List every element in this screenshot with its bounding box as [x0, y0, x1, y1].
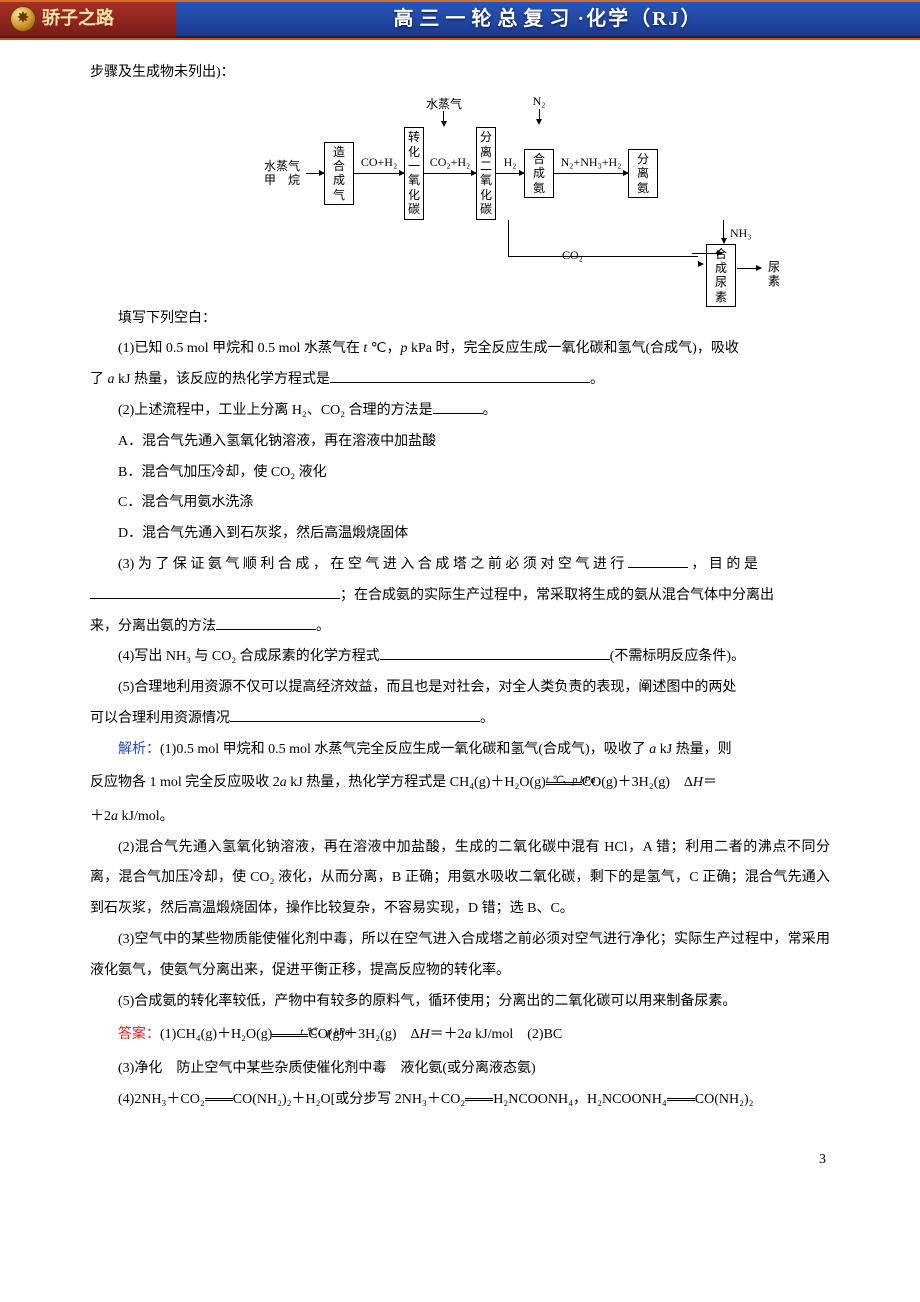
eq-sign-3	[667, 1098, 695, 1101]
blank-q3-1	[628, 554, 688, 568]
eq-sign-1	[205, 1098, 233, 1101]
blank-q4	[380, 646, 610, 660]
flow-top-input: 水蒸气	[426, 97, 462, 111]
option-b: B．混合气加压冷却，使 CO₂ 液化	[90, 458, 830, 489]
title-block: 高三一轮总复习 · 化学（RJ）	[176, 0, 920, 38]
title-right: 化学（RJ）	[586, 0, 702, 41]
fill-prompt: 填写下列空白：	[90, 304, 830, 335]
eq-sign-2	[465, 1098, 493, 1101]
title-separator-icon: ·	[575, 0, 586, 41]
solution-1: 解析：(1)0.5 mol 甲烷和 0.5 mol 水蒸气完全反应生成一氧化碳和…	[90, 735, 830, 766]
flow-box-6: 合成尿素	[706, 244, 736, 308]
blank-q5	[230, 708, 480, 722]
page-header: ✸ 骄子之路 高三一轮总复习 · 化学（RJ）	[0, 0, 920, 40]
flow-nh3-label: NH₃	[730, 226, 752, 240]
question-2: (2)上述流程中，工业上分离 H₂、CO₂ 合理的方法是。	[90, 396, 830, 427]
flow-box-5: 分离氨	[628, 149, 658, 198]
flow-arrow-2-label: CO₂+H₂	[424, 155, 476, 169]
question-5-line2: 可以合理利用资源情况。	[90, 704, 830, 735]
answer-label: 答案：	[118, 1027, 160, 1042]
flow-box-2: 转化一氧化碳	[404, 127, 424, 219]
blank-q2	[433, 400, 483, 414]
solution-3: (3)空气中的某些物质能使催化剂中毒，所以在空气进入合成塔之前必须对空气进行净化…	[90, 925, 830, 987]
answer-1: 答案：(1)CH₄(g)＋H₂O(g)t ℃、p kPaCO(g)＋3H₂(g)…	[90, 1017, 830, 1053]
flow-left-input-2: 甲 烷	[264, 173, 300, 187]
question-3: (3) 为 了 保 证 氨 气 顺 利 合 成 ， 在 空 气 进 入 合 成 …	[90, 550, 830, 581]
question-4: (4)写出 NH₃ 与 CO₂ 合成尿素的化学方程式(不需标明反应条件)。	[90, 642, 830, 673]
question-3-line3: 来，分离出氨的方法。	[90, 612, 830, 643]
solution-label: 解析：	[118, 742, 160, 757]
option-a: A．混合气先通入氢氧化钠溶液，再在溶液中加盐酸	[90, 427, 830, 458]
option-d: D．混合气先通入到石灰浆，然后高温煅烧固体	[90, 519, 830, 550]
question-1: (1)已知 0.5 mol 甲烷和 0.5 mol 水蒸气在 t ℃，p kPa…	[90, 334, 830, 365]
reaction-arrow-1: t ℃、p kPa	[546, 782, 582, 785]
brand-block: ✸ 骄子之路	[0, 0, 176, 38]
blank-q1	[330, 369, 590, 383]
question-5: (5)合理地利用资源不仅可以提高经济效益，而且也是对社会，对全人类负责的表现，阐…	[90, 673, 830, 704]
solution-1-line2: 反应物各 1 mol 完全反应吸收 2a kJ 热量，热化学方程式是 CH₄(g…	[90, 765, 830, 801]
blank-q3-2	[90, 585, 340, 599]
flow-box-4: 合成氨	[524, 149, 554, 198]
question-1-line2: 了 a kJ 热量，该反应的热化学方程式是。	[90, 365, 830, 396]
answer-4: (4)2NH₃＋CO₂CO(NH₂)₂＋H₂O[或分步写 2NH₃＋CO₂H₂N…	[90, 1085, 830, 1116]
blank-q3-3	[216, 616, 316, 630]
flow-box-3: 分离二氧化碳	[476, 127, 496, 219]
flow-output: 尿素	[768, 260, 780, 289]
flow-left-input-1: 水蒸气	[264, 159, 300, 173]
process-flowchart: 水蒸气 水蒸气 甲 烷 造合成气 CO+H₂ 转化一氧化碳 CO₂+H₂	[90, 97, 830, 290]
answer-3: (3)净化 防止空气中某些杂质使催化剂中毒 液化氨(或分离液态氨)	[90, 1054, 830, 1085]
intro-tail: 步骤及生成物未列出)：	[90, 58, 830, 89]
brand-text: 骄子之路	[42, 0, 114, 39]
solution-2: (2)混合气先通入氢氧化钠溶液，再在溶液中加盐酸，生成的二氧化碳中混有 HCl，…	[90, 833, 830, 925]
title-left: 高三一轮总复习	[393, 0, 575, 41]
brand-logo-icon: ✸	[10, 6, 36, 32]
flow-arrow-4-label: N₂+NH₃+H₂	[554, 155, 628, 169]
flow-box-1: 造合成气	[324, 142, 354, 206]
page-number: 3	[90, 1145, 830, 1176]
flow-n2-input: N₂	[533, 94, 546, 108]
question-3-line2: ；在合成氨的实际生产过程中，常采取将生成的氨从混合气体中分离出	[90, 581, 830, 612]
solution-5: (5)合成氨的转化率较低，产物中有较多的原料气，循环使用；分离出的二氧化碳可以用…	[90, 987, 830, 1018]
flow-arrow-1-label: CO+H₂	[354, 155, 404, 169]
flow-arrow-3-label: H₂	[496, 155, 524, 169]
reaction-arrow-2: t ℃、p kPa	[272, 1034, 308, 1037]
solution-1-line3: ＋2a kJ/mol。	[90, 802, 830, 833]
option-c: C．混合气用氨水洗涤	[90, 488, 830, 519]
